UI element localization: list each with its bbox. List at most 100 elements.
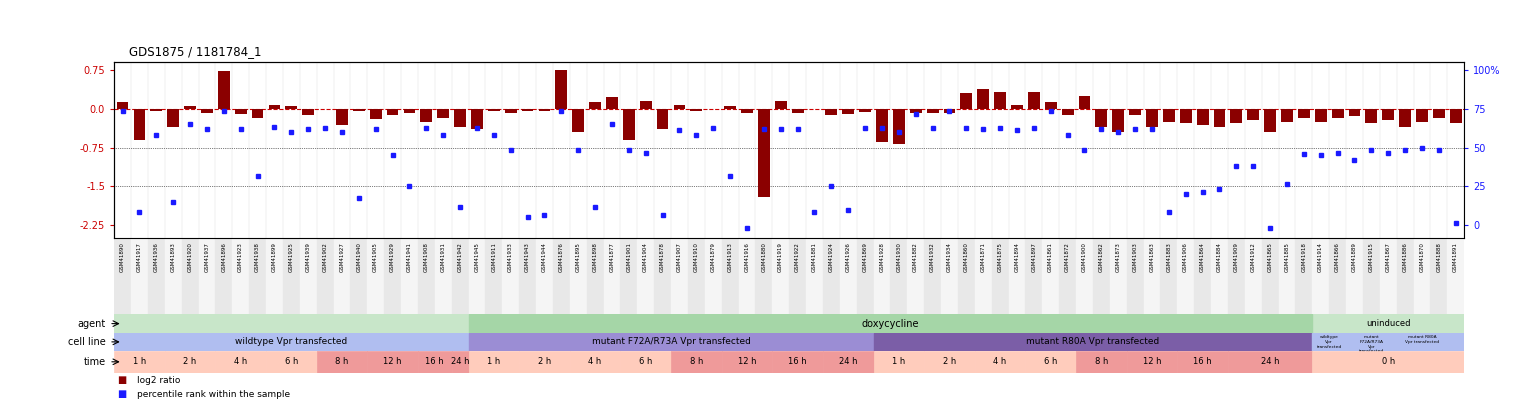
Bar bbox=[452, 351, 469, 373]
Text: GSM41867: GSM41867 bbox=[1385, 242, 1391, 272]
Bar bbox=[569, 351, 621, 373]
Bar bbox=[924, 351, 974, 373]
Text: GSM41932: GSM41932 bbox=[930, 242, 935, 272]
Bar bbox=[622, 109, 635, 140]
Bar bbox=[1126, 238, 1143, 314]
Bar bbox=[1348, 109, 1361, 117]
Bar bbox=[505, 109, 516, 113]
Bar bbox=[721, 238, 738, 314]
Text: GSM41900: GSM41900 bbox=[1082, 242, 1087, 272]
Bar bbox=[691, 109, 702, 111]
Bar bbox=[387, 109, 399, 115]
Text: GSM41878: GSM41878 bbox=[661, 242, 665, 272]
Text: 16 h: 16 h bbox=[1193, 357, 1212, 366]
Bar bbox=[860, 109, 871, 112]
Bar bbox=[741, 109, 753, 113]
Bar bbox=[992, 238, 1009, 314]
Bar bbox=[788, 238, 807, 314]
Bar bbox=[1195, 238, 1212, 314]
Text: GSM41945: GSM41945 bbox=[475, 242, 479, 272]
Bar bbox=[286, 106, 297, 109]
Bar bbox=[218, 71, 230, 109]
Bar bbox=[151, 109, 163, 111]
Bar bbox=[367, 351, 419, 373]
Bar bbox=[994, 92, 1006, 109]
Bar bbox=[957, 238, 974, 314]
Text: GSM41907: GSM41907 bbox=[677, 242, 682, 272]
Bar bbox=[1076, 238, 1093, 314]
Text: GSM41893: GSM41893 bbox=[170, 242, 175, 272]
Bar bbox=[198, 238, 216, 314]
Bar bbox=[1026, 351, 1076, 373]
Bar bbox=[1278, 238, 1295, 314]
Text: GSM41869: GSM41869 bbox=[863, 242, 868, 272]
Text: GSM41894: GSM41894 bbox=[1015, 242, 1020, 272]
Text: GSM41916: GSM41916 bbox=[744, 242, 749, 272]
Text: GSM41895: GSM41895 bbox=[575, 242, 581, 272]
Bar bbox=[251, 109, 263, 118]
Bar bbox=[1143, 238, 1160, 314]
Bar bbox=[1113, 109, 1125, 132]
Text: 12 h: 12 h bbox=[384, 357, 402, 366]
Bar bbox=[1043, 238, 1059, 314]
Bar bbox=[317, 238, 333, 314]
Text: 4 h: 4 h bbox=[589, 357, 601, 366]
Text: 24 h: 24 h bbox=[451, 357, 469, 366]
Text: time: time bbox=[84, 357, 105, 367]
Text: GSM41865: GSM41865 bbox=[1268, 242, 1272, 272]
Text: GSM41917: GSM41917 bbox=[137, 242, 142, 272]
Bar bbox=[184, 106, 196, 109]
Text: 8 h: 8 h bbox=[1094, 357, 1108, 366]
Text: GSM41902: GSM41902 bbox=[323, 242, 327, 272]
Bar bbox=[825, 109, 837, 115]
Bar bbox=[454, 109, 466, 127]
Bar bbox=[400, 238, 419, 314]
Text: GSM41888: GSM41888 bbox=[1437, 242, 1441, 272]
Text: GSM41908: GSM41908 bbox=[423, 242, 429, 272]
Bar bbox=[823, 238, 840, 314]
Bar bbox=[857, 238, 874, 314]
Text: GSM41873: GSM41873 bbox=[1116, 242, 1120, 272]
Bar bbox=[250, 238, 266, 314]
Text: 6 h: 6 h bbox=[1044, 357, 1058, 366]
Bar bbox=[131, 238, 148, 314]
Bar bbox=[486, 238, 502, 314]
Bar bbox=[1365, 109, 1377, 123]
Bar bbox=[807, 238, 823, 314]
Bar bbox=[621, 238, 638, 314]
Bar bbox=[1432, 109, 1444, 118]
Bar bbox=[1093, 238, 1110, 314]
Text: GSM41884: GSM41884 bbox=[1218, 242, 1222, 272]
Bar bbox=[216, 351, 266, 373]
Bar bbox=[1295, 238, 1312, 314]
Text: 16 h: 16 h bbox=[426, 357, 444, 366]
Bar bbox=[1265, 109, 1275, 132]
Bar bbox=[1312, 351, 1464, 373]
Bar bbox=[1329, 238, 1345, 314]
Text: ■: ■ bbox=[117, 389, 126, 399]
Text: 4 h: 4 h bbox=[994, 357, 1006, 366]
Bar bbox=[164, 351, 216, 373]
Bar bbox=[1282, 109, 1292, 122]
Text: 0 h: 0 h bbox=[1382, 357, 1394, 366]
Bar bbox=[1026, 238, 1043, 314]
Bar bbox=[1399, 109, 1411, 127]
Text: 1 h: 1 h bbox=[892, 357, 906, 366]
Bar bbox=[671, 238, 688, 314]
Text: GSM41924: GSM41924 bbox=[829, 242, 834, 272]
Bar bbox=[234, 109, 247, 114]
Text: GSM41882: GSM41882 bbox=[913, 242, 918, 272]
Bar bbox=[1332, 109, 1344, 118]
Bar bbox=[519, 351, 569, 373]
Text: GSM41879: GSM41879 bbox=[711, 242, 715, 272]
Bar bbox=[569, 238, 586, 314]
Bar bbox=[1450, 109, 1461, 123]
Text: 1 h: 1 h bbox=[132, 357, 146, 366]
Text: GSM41876: GSM41876 bbox=[559, 242, 563, 272]
Bar bbox=[1298, 109, 1310, 118]
Text: wildtype
Vpr
transfected: wildtype Vpr transfected bbox=[1317, 335, 1342, 349]
Text: GSM41883: GSM41883 bbox=[1166, 242, 1172, 272]
Bar bbox=[1059, 238, 1076, 314]
Text: 8 h: 8 h bbox=[335, 357, 349, 366]
Text: 6 h: 6 h bbox=[639, 357, 653, 366]
